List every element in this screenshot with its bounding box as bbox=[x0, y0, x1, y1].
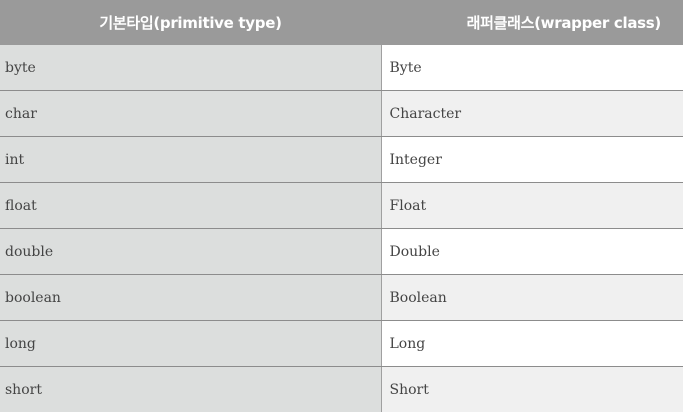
primitive-type-cell: short bbox=[0, 367, 381, 412]
table-row: boolean Boolean bbox=[0, 275, 683, 321]
table-row: int Integer bbox=[0, 137, 683, 183]
primitive-type-cell: boolean bbox=[0, 275, 381, 321]
primitive-type-cell: double bbox=[0, 229, 381, 275]
primitive-type-cell: int bbox=[0, 137, 381, 183]
wrapper-class-cell: Integer bbox=[381, 137, 683, 183]
header-wrapper-class: 래퍼클래스(wrapper class) bbox=[381, 0, 683, 45]
table-row: char Character bbox=[0, 91, 683, 137]
wrapper-class-cell: Character bbox=[381, 91, 683, 137]
primitive-type-cell: char bbox=[0, 91, 381, 137]
primitive-type-cell: float bbox=[0, 183, 381, 229]
wrapper-class-cell: Long bbox=[381, 321, 683, 367]
wrapper-class-cell: Byte bbox=[381, 45, 683, 91]
table-row: long Long bbox=[0, 321, 683, 367]
table-row: double Double bbox=[0, 229, 683, 275]
primitive-type-cell: byte bbox=[0, 45, 381, 91]
wrapper-class-cell: Boolean bbox=[381, 275, 683, 321]
wrapper-class-cell: Float bbox=[381, 183, 683, 229]
table-row: byte Byte bbox=[0, 45, 683, 91]
table-row: short Short bbox=[0, 367, 683, 412]
wrapper-class-cell: Double bbox=[381, 229, 683, 275]
primitive-type-cell: long bbox=[0, 321, 381, 367]
table-header-row: 기본타입(primitive type) 래퍼클래스(wrapper class… bbox=[0, 0, 683, 45]
table-row: float Float bbox=[0, 183, 683, 229]
wrapper-class-cell: Short bbox=[381, 367, 683, 412]
header-primitive-type: 기본타입(primitive type) bbox=[0, 0, 381, 45]
